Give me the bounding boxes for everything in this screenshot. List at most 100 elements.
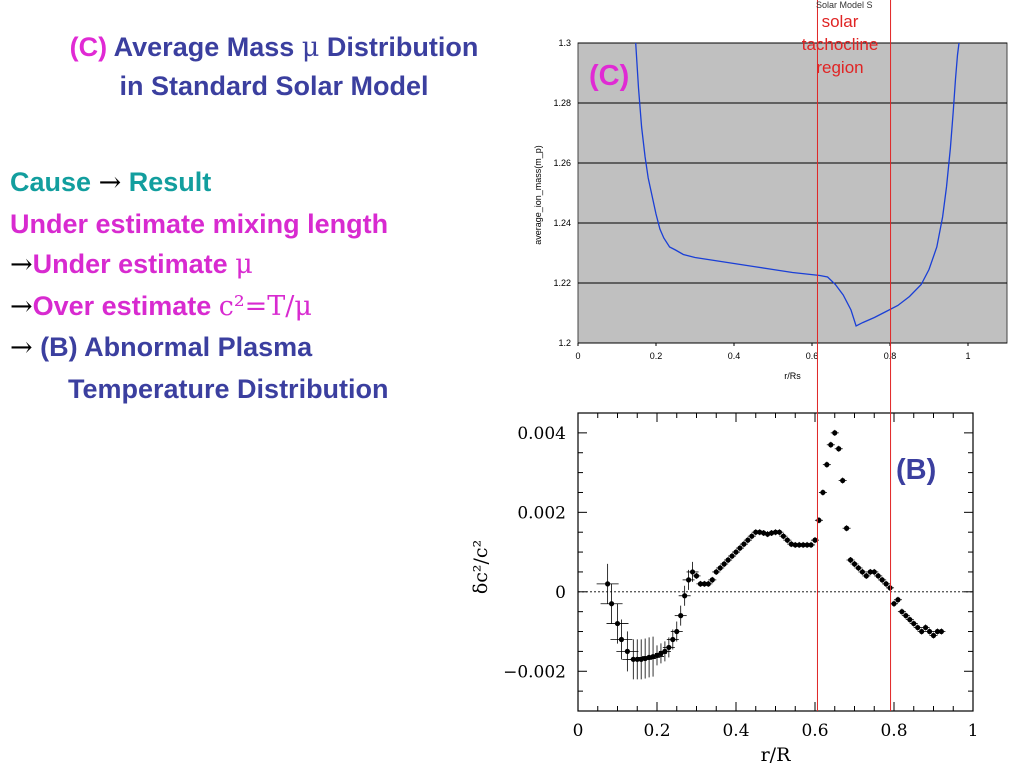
bottom-data-point: [624, 648, 630, 655]
top-plot-area: [577, 42, 1008, 344]
overestimate-line: →Over estimate c²=T/μ: [10, 286, 389, 328]
cause-line: Cause → Result: [10, 162, 389, 204]
tachocline-label-line-1: solar: [821, 12, 859, 31]
top-series-line: [635, 42, 960, 327]
temperature-distribution-line: Temperature Distribution: [68, 373, 389, 404]
bottom-data-point: [930, 632, 937, 639]
bottom-data-point: [851, 561, 858, 567]
bottom-data-point: [662, 648, 668, 655]
top-y-tick-label: 1.2: [558, 338, 571, 348]
bottom-x-tick-label: 0.6: [801, 721, 828, 741]
bottom-data-point: [741, 541, 747, 547]
bottom-y-tick-label: −0.002: [503, 662, 566, 682]
bottom-data-point: [844, 525, 850, 531]
bottom-data-point: [608, 601, 615, 607]
bottom-data-point: [899, 609, 905, 615]
bottom-data-point: [879, 577, 885, 583]
bottom-data-point: [721, 561, 727, 567]
bottom-data-point: [808, 542, 814, 548]
bottom-data-point: [618, 636, 625, 643]
bottom-data-point: [745, 537, 751, 543]
bottom-data-point: [840, 477, 846, 484]
mu-symbol: μ: [301, 32, 320, 63]
cause-result-text: Cause → Result Under estimate mixing len…: [10, 162, 389, 409]
top-x-axis-label: r/Rs: [784, 371, 801, 381]
bottom-data-point: [776, 529, 783, 535]
underestimate-label: Under estimate: [32, 249, 236, 279]
tachocline-label-line-3: region: [816, 58, 864, 77]
abnormal-plasma-label: (B) Abnormal Plasma: [32, 332, 313, 362]
bottom-data-point: [859, 569, 866, 575]
bottom-data-point: [737, 545, 743, 551]
bottom-data-point: [812, 537, 818, 543]
bottom-data-point: [605, 581, 611, 587]
bottom-data-point: [911, 620, 917, 627]
bottom-data-point: [926, 628, 933, 635]
bottom-data-point: [725, 557, 731, 563]
bottom-data-point: [891, 601, 897, 607]
bottom-y-tick-label: 0.002: [517, 503, 566, 523]
bottom-data-point: [646, 654, 652, 660]
bottom-data-point: [824, 462, 830, 468]
top-x-tick-label: 0: [575, 351, 580, 361]
bottom-data-point: [875, 573, 881, 579]
title-part2: Distribution: [319, 32, 479, 62]
abnormal-plasma-line: → (B) Abnormal Plasma: [10, 327, 389, 369]
bottom-data-point: [907, 617, 913, 623]
bottom-data-point: [757, 529, 763, 535]
bottom-data-point: [682, 593, 688, 599]
bottom-x-tick-label: 1: [968, 721, 979, 741]
bottom-data-point: [938, 628, 945, 635]
sound-speed-equation: c²=T/μ: [218, 290, 312, 322]
bottom-data-point: [883, 581, 889, 587]
bottom-x-tick-label: 0.2: [643, 721, 670, 741]
top-x-tick-label: 0.6: [806, 351, 819, 361]
top-x-tick-label: 0.4: [728, 351, 741, 361]
bottom-data-point: [919, 628, 925, 635]
top-y-tick-label: 1.22: [553, 278, 571, 288]
bottom-y-tick-label: 0: [555, 583, 566, 603]
bottom-data-point: [733, 549, 739, 555]
cause-label: Cause: [10, 167, 92, 197]
bottom-x-tick-label: 0: [573, 721, 584, 741]
bottom-data-point: [709, 577, 715, 583]
top-chart-average-ion-mass: 1.2 1.22 1.24 1.26 1.28 1.3 0 0.2 0.4 0.6 0.8 1 r/Rs…: [533, 38, 1008, 381]
bottom-x-tick-label: 0.4: [722, 721, 749, 741]
top-y-tick-label: 1.28: [553, 98, 571, 108]
bottom-data-point: [855, 565, 862, 571]
bottom-data-point: [820, 489, 826, 496]
bottom-data-point: [670, 636, 676, 643]
bottom-data-point: [768, 530, 775, 536]
bottom-data-point: [713, 569, 719, 575]
bottom-data-point: [863, 573, 869, 579]
bottom-y-tick-label: 0.004: [517, 424, 566, 444]
bottom-chart-sound-speed-difference: 0 0.2 0.4 0.6 0.8 1 −0.002 0 0.002 0.004 r/R δc²/c²: [470, 412, 979, 766]
bottom-data-point: [729, 553, 735, 559]
solar-model-note: Solar Model S: [816, 0, 873, 10]
title-part1: Average Mass: [113, 32, 302, 62]
bottom-data-point: [903, 613, 909, 619]
mu-symbol: μ: [235, 249, 253, 280]
bottom-data-point: [666, 644, 672, 651]
bottom-data-point: [689, 569, 696, 575]
bottom-data-point: [847, 557, 854, 563]
bottom-data-point: [674, 628, 680, 635]
bottom-data-point: [693, 573, 700, 579]
bottom-data-point: [915, 624, 921, 631]
bottom-data-point: [638, 656, 644, 662]
panel-label-b: (B): [896, 454, 937, 486]
top-y-tick-label: 1.26: [553, 158, 571, 168]
arrow-icon: →: [98, 167, 122, 198]
top-y-tick-label: 1.3: [558, 38, 571, 48]
bottom-data-point: [788, 541, 794, 547]
panel-label-c: (C): [589, 60, 630, 92]
arrow-icon: →: [10, 290, 33, 322]
top-x-tick-label: 1: [965, 351, 970, 361]
bottom-data-point: [658, 650, 664, 656]
bottom-data-point: [705, 581, 711, 587]
bottom-x-tick-label: 0.8: [880, 721, 907, 741]
bottom-data-point: [717, 565, 723, 571]
tachocline-lines: [816, 0, 892, 711]
bottom-data-point: [871, 569, 877, 575]
